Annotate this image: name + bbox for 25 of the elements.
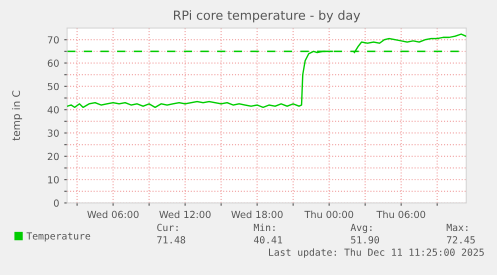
y-tick-label: 60 (48, 60, 59, 67)
text: Max: (446, 224, 468, 232)
x-tick-label: Wed 18:00 (231, 210, 283, 218)
text: Last update: Thu Dec 11 11:25:00 2025 (269, 248, 484, 258)
text: 72.45 (446, 236, 475, 244)
x-tick-label: Wed 06:00 (87, 210, 139, 218)
text: Min: (254, 224, 275, 231)
y-axis-title: temp in C (12, 90, 22, 141)
y-tick-label: 30 (48, 129, 59, 137)
y-tick-label: 70 (48, 36, 59, 44)
y-tick-label: 10 (48, 176, 59, 184)
y-tick-label: 40 (48, 106, 59, 114)
y-tick-label: 0 (54, 199, 59, 207)
x-tick-label: Thu 06:00 (376, 210, 426, 218)
y-tick-label: 20 (48, 152, 59, 160)
text: Cur: (157, 224, 178, 232)
text: 71.48 (157, 236, 186, 244)
text: Avg: (350, 224, 372, 234)
y-tick-label: 50 (48, 82, 59, 90)
x-tick-label: Wed 12:00 (159, 210, 211, 218)
text: 40.41 (254, 236, 282, 244)
x-tick-label: Thu 00:00 (304, 210, 354, 218)
legend-label: Temperature (26, 232, 90, 242)
chart-title: RPi core temperature - by day (174, 10, 360, 22)
text: 51.90 (351, 236, 380, 244)
